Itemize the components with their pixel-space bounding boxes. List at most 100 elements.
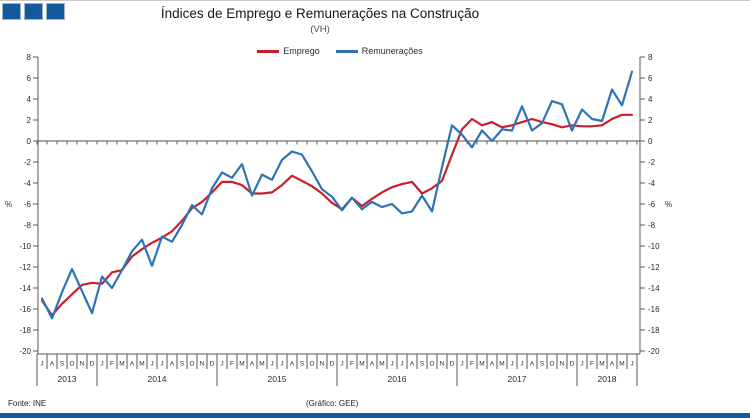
month-label: J [510, 361, 513, 368]
left-axis-label: 6 [27, 74, 32, 83]
chart-header: Índices de Emprego e Remunerações na Con… [0, 6, 640, 35]
month-label: J [630, 361, 633, 368]
left-axis-label: -2 [24, 158, 32, 167]
right-axis-label: -2 [648, 158, 656, 167]
month-label: A [130, 361, 135, 368]
left-axis-label: 2 [27, 116, 32, 125]
month-label: A [250, 361, 255, 368]
month-label: D [450, 361, 455, 368]
right-axis-label: -16 [648, 305, 660, 314]
credit-note: (Gráfico: GEE) [306, 399, 359, 408]
month-label: S [60, 361, 65, 368]
month-label: J [520, 361, 523, 368]
left-axis-label: -4 [24, 179, 32, 188]
year-label: 2016 [388, 374, 407, 384]
month-label: A [290, 361, 295, 368]
right-axis-label: -6 [648, 200, 656, 209]
month-label: J [390, 361, 393, 368]
month-label: D [210, 361, 215, 368]
month-label: O [69, 361, 74, 368]
month-label: D [570, 361, 575, 368]
logo-square [46, 3, 65, 20]
month-label: N [80, 361, 85, 368]
source-note: Fonte: INE [8, 399, 47, 408]
right-axis-label: 8 [648, 53, 653, 62]
month-label: A [610, 361, 615, 368]
legend-label-emprego: Emprego [283, 46, 320, 56]
logo-square [2, 3, 21, 20]
month-label: J [580, 361, 583, 368]
month-label: M [479, 361, 484, 368]
legend-label-remuneracoes: Remunerações [361, 46, 423, 56]
month-label: A [530, 361, 535, 368]
month-label: F [470, 361, 474, 368]
month-label: J [280, 361, 283, 368]
month-label: M [119, 361, 124, 368]
month-label: O [309, 361, 314, 368]
year-label: 2017 [508, 374, 527, 384]
left-axis-label: -18 [19, 326, 31, 335]
month-label: O [429, 361, 434, 368]
month-label: J [40, 361, 43, 368]
gee-logo [2, 3, 65, 20]
month-label: F [350, 361, 354, 368]
chart-subtitle: (VH) [310, 24, 330, 35]
month-label: J [270, 361, 273, 368]
month-label: J [100, 361, 103, 368]
left-axis-label: -10 [19, 242, 31, 251]
legend-item-emprego: Emprego [257, 46, 320, 56]
month-label: J [220, 361, 223, 368]
left-axis-label: -16 [19, 305, 31, 314]
right-axis-label: -10 [648, 242, 660, 251]
left-axis-label: 0 [27, 137, 32, 146]
month-label: A [490, 361, 495, 368]
right-axis-label: -4 [648, 179, 656, 188]
month-label: M [239, 361, 244, 368]
year-label: 2015 [268, 374, 287, 384]
month-label: A [170, 361, 175, 368]
right-axis-label: 4 [648, 95, 653, 104]
right-axis-label: -8 [648, 221, 656, 230]
footer-accent-bar [0, 413, 750, 418]
right-axis-label: 2 [648, 116, 653, 125]
month-label: F [590, 361, 594, 368]
month-label: F [110, 361, 114, 368]
month-label: M [259, 361, 264, 368]
right-axis-label: -20 [648, 347, 660, 356]
left-axis-label: -6 [24, 200, 32, 209]
month-label: M [619, 361, 624, 368]
right-axis-label: -18 [648, 326, 660, 335]
legend-item-remuneracoes: Remunerações [335, 46, 423, 56]
month-label: M [359, 361, 364, 368]
left-axis-label: 8 [27, 53, 32, 62]
year-label: 2013 [58, 374, 77, 384]
right-axis-label: -12 [648, 263, 660, 272]
month-label: F [230, 361, 234, 368]
month-label: N [560, 361, 565, 368]
month-label: A [410, 361, 415, 368]
month-label: N [320, 361, 325, 368]
left-axis-label: 4 [27, 95, 32, 104]
month-label: M [599, 361, 604, 368]
left-axis-label: -14 [19, 284, 31, 293]
month-label: N [200, 361, 205, 368]
left-axis-label: -8 [24, 221, 32, 230]
remuneracoes-line [40, 70, 634, 320]
emprego-line-swatch [257, 49, 280, 53]
month-label: M [499, 361, 504, 368]
chart-title: Índices de Emprego e Remunerações na Con… [160, 6, 480, 21]
left-axis-label: -12 [19, 263, 31, 272]
month-label: S [300, 361, 305, 368]
month-label: S [180, 361, 185, 368]
right-axis-label: 0 [648, 137, 653, 146]
month-label: A [50, 361, 55, 368]
month-label: O [549, 361, 554, 368]
right-axis-label: -14 [648, 284, 660, 293]
emprego-line [40, 113, 634, 317]
month-label: J [160, 361, 163, 368]
year-label: 2014 [148, 374, 167, 384]
month-label: J [150, 361, 153, 368]
logo-square [24, 3, 43, 20]
left-axis-label: -20 [19, 347, 31, 356]
month-label: A [370, 361, 375, 368]
